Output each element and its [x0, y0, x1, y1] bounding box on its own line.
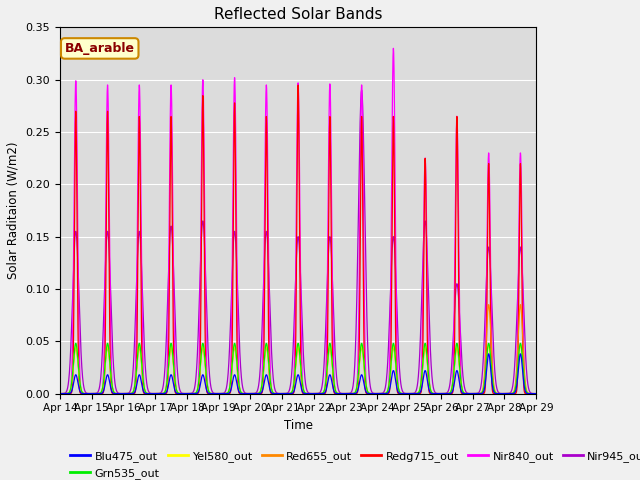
Blu475_out [532, 391, 540, 396]
Blu475_out [404, 391, 412, 396]
Yel580_out [532, 391, 540, 396]
Grn535_out [72, 340, 79, 346]
Blu475_out [484, 351, 492, 357]
Red655_out [378, 391, 386, 396]
Nir945_out [532, 391, 540, 396]
Grn535_out [280, 391, 287, 396]
Red655_out [404, 391, 412, 396]
Nir840_out [141, 390, 149, 396]
Nir840_out [431, 391, 439, 396]
Nir945_out [358, 87, 365, 93]
Red655_out [280, 391, 287, 396]
Nir945_out [437, 391, 445, 396]
Blu475_out [431, 391, 439, 396]
Grn535_out [532, 391, 540, 396]
Red655_out [141, 389, 149, 395]
Nir945_out [280, 391, 287, 396]
Redg715_out [56, 391, 64, 396]
Line: Nir840_out: Nir840_out [60, 48, 536, 394]
Nir840_out [390, 46, 397, 51]
Yel580_out [142, 389, 150, 395]
Red655_out [484, 302, 492, 308]
Line: Grn535_out: Grn535_out [60, 343, 536, 394]
Nir840_out [280, 391, 287, 396]
Grn535_out [378, 391, 386, 396]
Yel580_out [72, 343, 79, 348]
Redg715_out [532, 391, 540, 396]
Red655_out [532, 391, 540, 396]
Redg715_out [141, 391, 149, 396]
Red655_out [532, 391, 540, 396]
Line: Redg715_out: Redg715_out [60, 85, 536, 394]
Blu475_out [532, 391, 540, 396]
Legend: Blu475_out, Grn535_out, Yel580_out, Red655_out, Redg715_out, Nir840_out, Nir945_: Blu475_out, Grn535_out, Yel580_out, Red6… [65, 447, 640, 480]
Nir945_out [56, 391, 64, 396]
Nir840_out [532, 391, 540, 396]
Blu475_out [280, 391, 287, 396]
Red655_out [431, 391, 439, 396]
Line: Nir945_out: Nir945_out [60, 90, 536, 394]
Yel580_out [404, 391, 412, 396]
Yel580_out [378, 391, 386, 396]
X-axis label: Time: Time [284, 419, 312, 432]
Grn535_out [56, 391, 64, 396]
Nir840_out [404, 391, 412, 396]
Nir945_out [378, 391, 386, 396]
Redg715_out [532, 391, 540, 396]
Nir840_out [56, 391, 64, 396]
Nir945_out [141, 367, 149, 373]
Nir945_out [431, 390, 439, 396]
Yel580_out [280, 391, 287, 396]
Red655_out [56, 391, 64, 396]
Redg715_out [404, 391, 412, 396]
Grn535_out [404, 391, 412, 396]
Text: BA_arable: BA_arable [65, 42, 135, 55]
Line: Blu475_out: Blu475_out [60, 354, 536, 394]
Grn535_out [431, 391, 439, 396]
Blu475_out [378, 391, 386, 396]
Yel580_out [532, 391, 540, 396]
Line: Red655_out: Red655_out [60, 305, 536, 394]
Nir840_out [406, 391, 413, 396]
Nir840_out [378, 391, 386, 396]
Blu475_out [141, 391, 149, 396]
Redg715_out [378, 391, 386, 396]
Nir840_out [532, 391, 540, 396]
Yel580_out [431, 391, 439, 396]
Line: Yel580_out: Yel580_out [60, 346, 536, 394]
Grn535_out [532, 391, 540, 396]
Y-axis label: Solar Raditaion (W/m2): Solar Raditaion (W/m2) [7, 142, 20, 279]
Redg715_out [431, 391, 439, 396]
Redg715_out [469, 391, 477, 396]
Redg715_out [280, 391, 287, 396]
Nir945_out [532, 391, 540, 396]
Grn535_out [142, 389, 150, 395]
Redg715_out [294, 82, 302, 88]
Nir945_out [404, 391, 412, 396]
Yel580_out [56, 391, 64, 396]
Title: Reflected Solar Bands: Reflected Solar Bands [214, 7, 382, 22]
Blu475_out [56, 391, 64, 396]
